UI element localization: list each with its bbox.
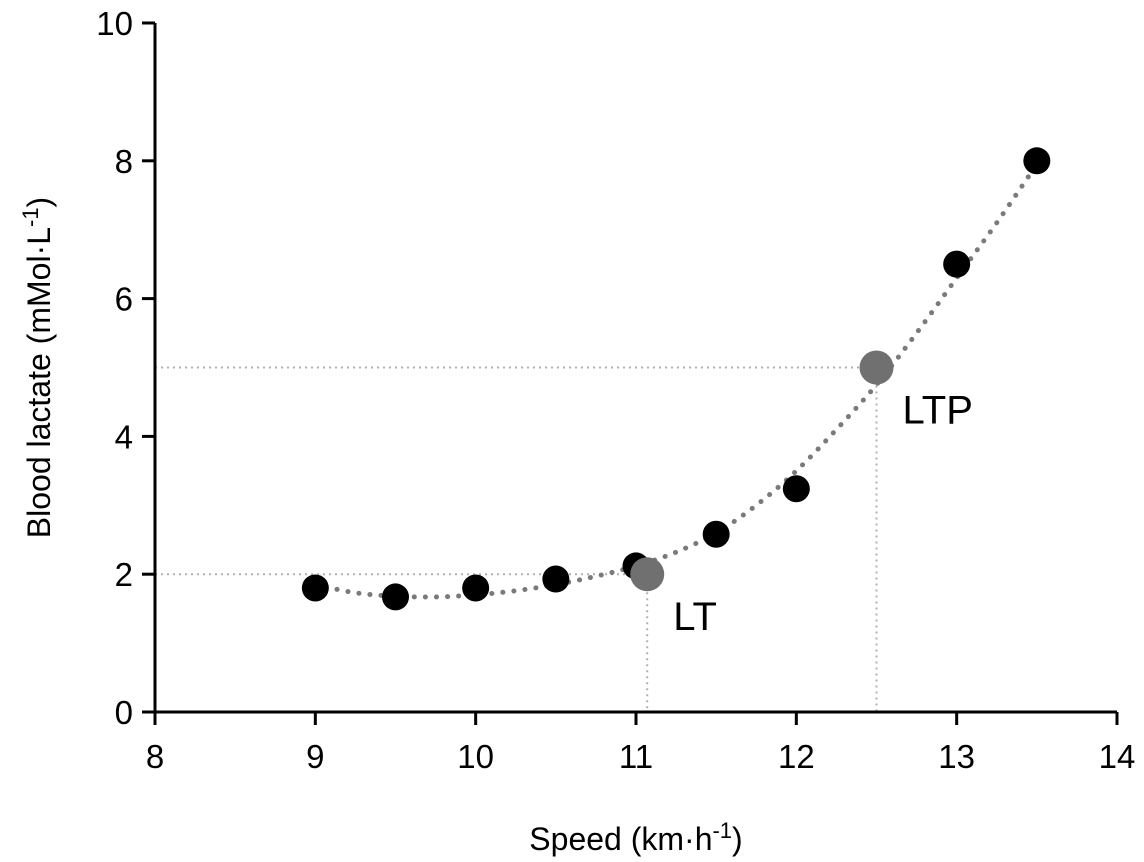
y-tick-label: 6 — [115, 281, 133, 318]
x-tick-label: 9 — [306, 738, 324, 775]
threshold-label: LT — [673, 595, 717, 639]
data-point — [382, 583, 409, 611]
threshold-markers: LT LTP — [630, 350, 973, 639]
data-point — [1023, 147, 1051, 175]
x-axis-title-sup: -1 — [712, 818, 732, 843]
y-axis-title-sup: -1 — [18, 207, 43, 227]
data-point — [462, 574, 490, 602]
x-tick-label: 11 — [619, 738, 653, 775]
x-tick-label: 12 — [778, 738, 815, 775]
x-tick-label: 8 — [146, 738, 164, 775]
threshold-marker — [859, 350, 894, 385]
x-axis-title-end: ) — [732, 821, 743, 857]
x-tick-label: 14 — [1099, 738, 1136, 775]
fit-curve-group — [312, 161, 1040, 600]
y-axis-title: Blood lactate (mMol·L-1) — [18, 197, 58, 538]
y-tick-label: 10 — [96, 5, 133, 42]
data-point — [301, 574, 329, 602]
data-points — [301, 147, 1051, 611]
y-tick-label: 4 — [115, 418, 133, 455]
fit-curve — [312, 161, 1040, 600]
data-point — [943, 250, 971, 278]
x-tick-label: 13 — [938, 738, 975, 775]
y-tick-label: 2 — [115, 556, 133, 593]
y-tick-label: 8 — [115, 143, 133, 180]
threshold-label: LTP — [903, 389, 973, 433]
threshold-guides — [155, 366, 878, 712]
data-point — [542, 565, 570, 593]
axis-ticks: 8 9 10 11 12 13 14 0 2 4 6 8 10 — [96, 5, 1135, 775]
threshold-marker — [630, 557, 665, 592]
y-axis-title-text: Blood lactate (mMol·L — [21, 227, 57, 538]
data-point — [702, 520, 730, 548]
y-tick-label: 0 — [115, 694, 133, 731]
data-point — [782, 475, 810, 503]
y-axis-title-end: ) — [21, 197, 57, 208]
x-axis-title: Speed (km·h-1) — [529, 818, 742, 858]
x-tick-label: 10 — [457, 738, 494, 775]
x-axis-title-text: Speed (km·h — [529, 821, 712, 857]
